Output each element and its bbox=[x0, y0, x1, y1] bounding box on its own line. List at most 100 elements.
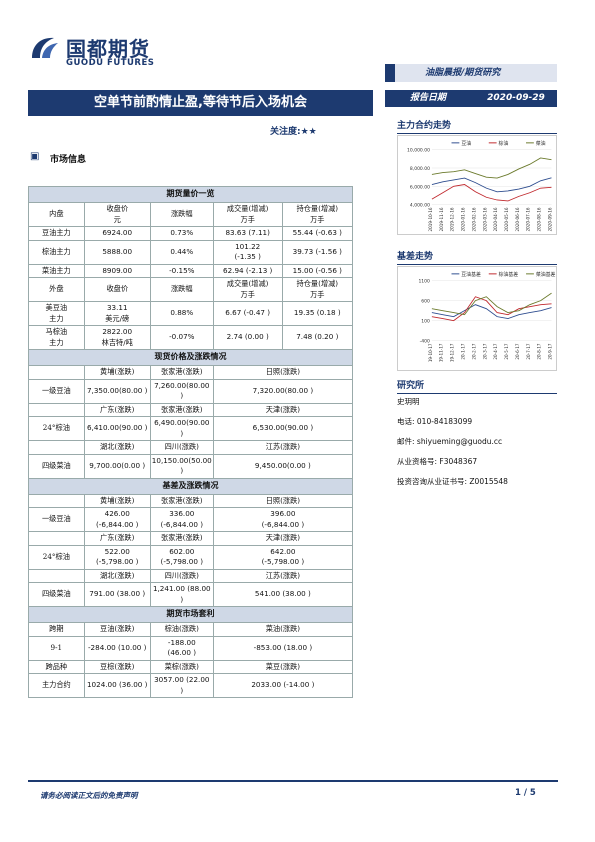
series-line bbox=[431, 292, 552, 316]
table-cell: 收盘价 bbox=[83, 277, 151, 302]
table-cell: 2.74 (0.00 ) bbox=[212, 325, 283, 350]
table-row: 菜油主力 8909.00 -0.15% 62.94 (-2.13 ) 15.00 (-0… bbox=[28, 263, 354, 278]
footer-divider bbox=[28, 780, 558, 782]
report-title: 空单节前酌情止盈,等待节后入场机会 bbox=[28, 90, 373, 116]
futures-section-header-label: 期货量价一览 bbox=[28, 186, 353, 203]
table-cell: 6.67 (-0.47 ) bbox=[212, 301, 283, 326]
x-tick-label: 20-3-17 bbox=[482, 343, 487, 359]
table-row: 棕油主力 5888.00 0.44% 101.22 (-1.35 ) 39.73 (-1.… bbox=[28, 239, 354, 265]
table-cell: 2822.00 林吉特/吨 bbox=[83, 325, 151, 350]
table-cell: 6924.00 bbox=[83, 226, 151, 241]
table-cell: 日照(涨跌) bbox=[212, 493, 354, 508]
legend-label: 豆油基差 bbox=[461, 271, 481, 278]
table-cell: 55.44 (-0.63 ) bbox=[281, 226, 354, 241]
x-tick-label: 20-8-17 bbox=[537, 343, 542, 359]
x-tick-label: 2020-03-16 bbox=[482, 207, 487, 231]
logo-text-cn: 国都期货 bbox=[66, 37, 150, 61]
researcher-name: 史玥明 bbox=[397, 397, 420, 406]
table-cell: 62.94 (-2.13 ) bbox=[212, 263, 283, 278]
table-cell: 四川(涨跌) bbox=[149, 568, 214, 583]
y-tick-label: 10,000.00 bbox=[407, 148, 430, 154]
table-cell: 1024.00 (36.00 ) bbox=[83, 673, 151, 698]
x-tick-label: 2019-11-16 bbox=[439, 207, 444, 231]
table-cell: -0.15% bbox=[149, 263, 214, 278]
guodu-logo-icon bbox=[32, 37, 58, 58]
y-tick-label: 8,000.00 bbox=[410, 166, 430, 172]
series-line bbox=[431, 296, 552, 322]
table-cell: 收盘价元 bbox=[83, 202, 151, 227]
x-tick-label: 2019-10-16 bbox=[428, 207, 433, 231]
table-cell: 张家港(涨跌) bbox=[149, 493, 214, 508]
table-cell: 菜油(涨跌) bbox=[212, 622, 354, 637]
table-cell: 菜棕(涨跌) bbox=[149, 659, 214, 674]
basis-section-header-label: 基差及涨跌情况 bbox=[28, 477, 353, 495]
table-cell: 7,320.00(80.00 ) bbox=[212, 378, 354, 404]
table-cell: 四级菜油 bbox=[28, 582, 85, 607]
attention-label: 关注度: bbox=[270, 127, 301, 137]
table-row: 四级菜油 9,700.00(0.00 ) 10,150.00(50.00) 9,450… bbox=[28, 453, 354, 479]
table-cell: -284.00 (10.00 ) bbox=[83, 635, 151, 661]
table-row: 24°棕油 6,410.00(90.00 ) 6,490.00(90.00 ) 6,5… bbox=[28, 416, 354, 441]
table-cell: 日照(涨跌) bbox=[212, 365, 354, 380]
table-cell: 一级豆油 bbox=[28, 378, 85, 404]
table-cell: 3057.00 (22.00 ) bbox=[149, 673, 214, 698]
table-cell bbox=[28, 365, 85, 380]
table-cell: 持仓量(增减) 万手 bbox=[281, 202, 354, 227]
date-label: 报告日期 bbox=[410, 93, 447, 103]
table-cell: 6,530.00(90.00 ) bbox=[212, 416, 354, 441]
table-row: 一级豆油 7,350.00(80.00 ) 7,260.00(80.00 ) 7,32… bbox=[28, 378, 354, 404]
table-cell: 跨期 bbox=[28, 622, 85, 637]
table-row: 马棕油 主力 2822.00 林吉特/吨 -0.07% 2.74 (0.00 ) 7.48 … bbox=[28, 325, 354, 350]
market-info-heading: 市场信息 bbox=[50, 155, 87, 165]
table-cell: 0.73% bbox=[149, 226, 214, 241]
table-cell: 9,450.00(0.00 ) bbox=[212, 453, 354, 479]
legend-label: 菜油基差 bbox=[536, 271, 556, 278]
table-row: 9-1 -284.00 (10.00 ) -188.00 (46.00 ) -853.0… bbox=[28, 635, 354, 661]
table-cell: 张家港(涨跌) bbox=[149, 531, 214, 546]
table-cell: 9-1 bbox=[28, 635, 85, 661]
x-tick-label: 20-7-17 bbox=[526, 343, 531, 359]
series-line bbox=[431, 177, 552, 193]
series-line bbox=[431, 157, 552, 179]
series-line bbox=[431, 304, 552, 320]
x-tick-label: 20-1-17 bbox=[461, 343, 466, 359]
table-cell bbox=[28, 440, 85, 455]
table-cell: 336.00 (-6,844.00 ) bbox=[149, 507, 214, 532]
report-category: 油脂晨报/期货研究 bbox=[385, 64, 557, 82]
table-cell: 602.00 (-5,798.00 ) bbox=[149, 544, 214, 570]
table-cell: 791.00 (38.00 ) bbox=[83, 582, 151, 607]
x-tick-label: 20-2-17 bbox=[471, 343, 476, 359]
table-cell: 内盘 bbox=[28, 202, 85, 227]
legend-label: 菜油 bbox=[536, 140, 546, 147]
basis-chart-title: 基差走势 bbox=[397, 249, 557, 265]
y-tick-label: 100 bbox=[421, 319, 430, 325]
table-cell: 成交量(增减) 万手 bbox=[212, 277, 283, 302]
table-cell: 1,241.00 (88.00 ) bbox=[149, 582, 214, 607]
table-cell: 湖北(涨跌) bbox=[83, 440, 151, 455]
x-tick-label: 2020-09-16 bbox=[547, 207, 552, 231]
table-cell: 张家港(涨跌) bbox=[149, 365, 214, 380]
disclaimer-link[interactable]: 请务必阅读正文后的免责声明 bbox=[40, 791, 138, 800]
table-cell: 83.63 (7.11) bbox=[212, 226, 283, 241]
table-cell: 33.11 美元/磅 bbox=[83, 301, 151, 326]
x-tick-label: 20-6-17 bbox=[515, 343, 520, 359]
table-cell: -853.00 (18.00 ) bbox=[212, 635, 354, 661]
table-cell bbox=[28, 402, 85, 417]
table-cell: 黄埔(涨跌) bbox=[83, 493, 151, 508]
x-tick-label: 2020-04-16 bbox=[493, 207, 498, 231]
x-tick-label: 2020-02-16 bbox=[471, 207, 476, 231]
table-row: 湖北(涨跌) 四川(涨跌) 江苏(涨跌) bbox=[28, 568, 354, 583]
table-cell: 四级菜油 bbox=[28, 453, 85, 479]
table-cell: 19.35 (0.18 ) bbox=[281, 301, 354, 326]
table-cell: 持仓量(增减) 万手 bbox=[281, 277, 354, 302]
table-row: 主力合约 1024.00 (36.00 ) 3057.00 (22.00 ) 2033… bbox=[28, 673, 354, 698]
table-row: 跨品种 豆棕(涨跌) 菜棕(涨跌) 菜豆(涨跌) bbox=[28, 659, 354, 674]
table-cell: -0.07% bbox=[149, 325, 214, 350]
table-cell: 642.00 (-5,798.00 ) bbox=[212, 544, 354, 570]
x-tick-label: 20-5-17 bbox=[504, 343, 509, 359]
table-cell: 7,350.00(80.00 ) bbox=[83, 378, 151, 404]
table-cell: 菜豆(涨跌) bbox=[212, 659, 354, 674]
table-cell: 江苏(涨跌) bbox=[212, 440, 354, 455]
table-cell: 涨跌幅 bbox=[149, 277, 214, 302]
y-tick-label: 600 bbox=[421, 299, 430, 305]
